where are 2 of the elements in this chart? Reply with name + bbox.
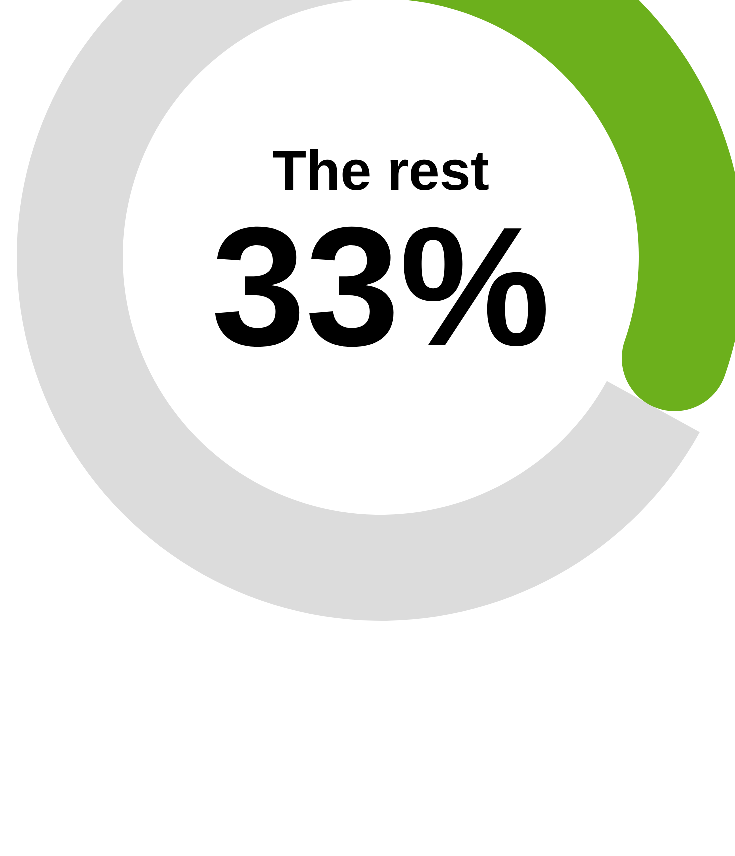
data-label: 33% [215,226,546,348]
slice-label: The rest [273,150,489,190]
